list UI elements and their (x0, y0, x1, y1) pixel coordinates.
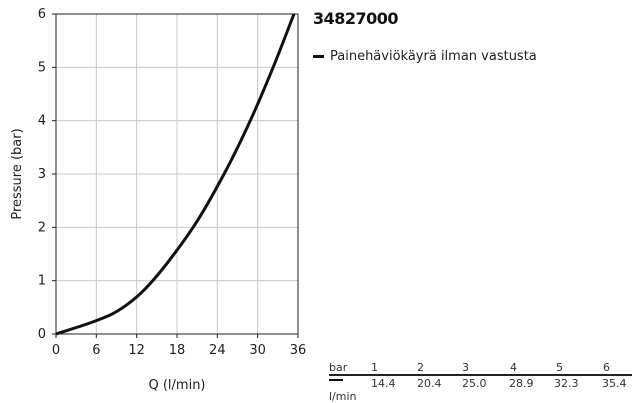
x-tick-label: 0 (52, 343, 60, 358)
table-unit-lmin: l/min (329, 390, 357, 403)
series-line (55, 13, 296, 336)
table-cell: 35.4 (602, 377, 627, 390)
table-cell: 5 (556, 361, 563, 374)
chart-title: 34827000 (313, 9, 399, 28)
table-cell: 28.9 (509, 377, 534, 390)
x-tick-label: 6 (92, 343, 100, 358)
legend: Painehäviökäyrä ilman vastusta (313, 49, 537, 64)
x-tick-labels: 0 6 12 18 24 30 36 (52, 343, 306, 358)
y-axis-label: Pressure (bar) (10, 128, 25, 219)
table-flow-row: 14.4 20.4 25.0 28.9 32.3 35.4 (329, 377, 632, 391)
y-tick-label: 6 (38, 7, 46, 22)
table-rule (329, 374, 632, 376)
y-tick-label: 5 (38, 60, 46, 75)
table-cell: 2 (417, 361, 424, 374)
x-tick-label: 24 (209, 343, 226, 358)
y-tick-label: 4 (38, 114, 46, 129)
y-tick-labels: 0 1 2 3 4 5 6 (38, 7, 46, 342)
table-cell: 20.4 (417, 377, 442, 390)
table-unit-bar: bar (329, 361, 348, 374)
axes (52, 13, 299, 338)
table-cell: 32.3 (554, 377, 579, 390)
table-cell: 14.4 (371, 377, 396, 390)
flow-table: bar 1 2 3 4 5 6 14.4 20.4 25.0 28.9 32.3… (329, 361, 632, 403)
table-cell: 4 (510, 361, 517, 374)
y-tick-label: 1 (38, 274, 46, 289)
x-tick-label: 12 (128, 343, 145, 358)
x-tick-label: 30 (249, 343, 266, 358)
table-cell: 1 (371, 361, 378, 374)
table-header-row: bar 1 2 3 4 5 6 (329, 361, 632, 374)
y-tick-label: 3 (38, 167, 46, 182)
legend-swatch (313, 55, 324, 58)
table-cell: 6 (603, 361, 610, 374)
x-tick-label: 36 (290, 343, 307, 358)
table-cell: 25.0 (462, 377, 487, 390)
y-tick-label: 2 (38, 220, 46, 235)
table-cell: 3 (462, 361, 469, 374)
y-tick-label: 0 (38, 327, 46, 342)
legend-label: Painehäviökäyrä ilman vastusta (330, 49, 537, 64)
table-series-mark (329, 379, 343, 381)
x-axis-label: Q (l/min) (148, 378, 205, 393)
plot-frame (55, 13, 299, 335)
x-tick-label: 18 (169, 343, 186, 358)
grid-lines (55, 13, 299, 335)
